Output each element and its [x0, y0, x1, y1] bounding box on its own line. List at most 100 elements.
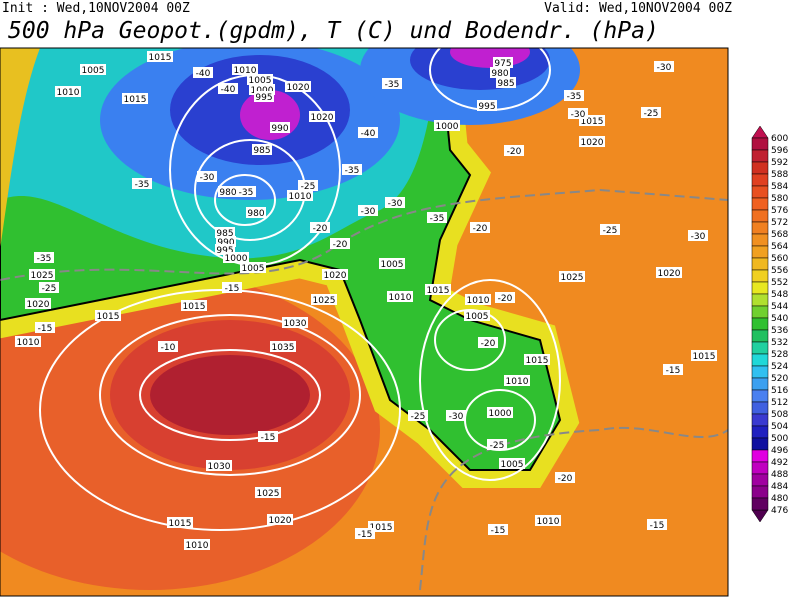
contour-label: 980 — [491, 69, 508, 79]
colorbar-label: 508 — [771, 410, 788, 420]
colorbar-bin — [751, 341, 769, 355]
colorbar-label: 548 — [771, 290, 788, 300]
colorbar-bin — [751, 449, 769, 463]
label-box — [495, 292, 515, 303]
contour-label: -15 — [358, 530, 373, 540]
contour-label: -35 — [239, 188, 254, 198]
contour-label: 1010 — [17, 338, 40, 348]
contour-label: 1010 — [506, 377, 529, 387]
label-box — [641, 107, 661, 118]
label-box — [197, 171, 217, 182]
label-box — [493, 57, 513, 68]
label-box — [654, 61, 674, 72]
colorbar-label: 516 — [771, 386, 788, 396]
label-box — [488, 524, 508, 535]
colorbar-label: 504 — [771, 422, 788, 432]
colorbar-label: 488 — [771, 470, 788, 480]
colorbar-bin — [751, 461, 769, 475]
colorbar-bin — [751, 281, 769, 295]
colorbar-label: 524 — [771, 362, 788, 372]
label-box — [167, 517, 193, 528]
label-box — [425, 284, 451, 295]
label-box — [25, 298, 51, 309]
contour-label: 1000 — [436, 122, 459, 132]
label-box — [55, 86, 81, 97]
contour-label: 975 — [494, 59, 511, 69]
label-box — [385, 197, 405, 208]
colorbar: 600 596 592 588 584 580 576 572 568 564 560 556 552 5… — [751, 125, 788, 523]
label-box — [270, 122, 290, 133]
label-box — [184, 539, 210, 550]
label-box — [39, 282, 59, 293]
colorbar-bin — [751, 185, 769, 199]
label-box — [524, 354, 550, 365]
init-time: Init : Wed,10NOV2004 00Z — [2, 1, 190, 16]
colorbar-bin — [751, 329, 769, 343]
contour-label: -25 — [42, 284, 57, 294]
label-box — [487, 439, 507, 450]
label-box — [368, 521, 394, 532]
colorbar-label: 512 — [771, 398, 788, 408]
label-box — [236, 186, 256, 197]
contour-labels: 1005101010151015101010051000995990985980… — [15, 51, 717, 551]
colorbar-bin — [751, 257, 769, 271]
contour-label: -30 — [200, 173, 215, 183]
contour-label: 1030 — [284, 319, 307, 329]
label-box — [579, 136, 605, 147]
label-box — [132, 178, 152, 189]
contour-label: -35 — [385, 80, 400, 90]
colorbar-bin — [751, 425, 769, 439]
colorbar-label: 528 — [771, 350, 788, 360]
contour-label: -15 — [225, 284, 240, 294]
contour-label: 1035 — [272, 343, 295, 353]
label-box — [564, 90, 584, 101]
contour-label: 1000 — [225, 254, 248, 264]
colorbar-label: 552 — [771, 278, 788, 288]
contour-label: 1010 — [186, 541, 209, 551]
contour-label: -25 — [301, 182, 316, 192]
label-box — [34, 252, 54, 263]
contour-label: 1020 — [324, 271, 347, 281]
label-box — [647, 519, 667, 530]
contour-label: -25 — [644, 109, 659, 119]
contour-label: -40 — [221, 85, 236, 95]
label-box — [408, 410, 428, 421]
label-box — [223, 252, 249, 263]
contour-label: 1010 — [467, 296, 490, 306]
contour-label: -40 — [361, 129, 376, 139]
colorbar-label: 532 — [771, 338, 788, 348]
colorbar-label: 580 — [771, 194, 788, 204]
label-box — [600, 224, 620, 235]
label-box — [29, 269, 55, 280]
label-box — [656, 267, 682, 278]
contour-label: 1005 — [501, 460, 524, 470]
label-box — [342, 164, 362, 175]
map — [0, 47, 729, 597]
contour-label: 1025 — [561, 273, 584, 283]
contour-label: 1005 — [466, 312, 489, 322]
label-box — [287, 190, 313, 201]
colorbar-label: 556 — [771, 266, 788, 276]
label-box — [470, 222, 490, 233]
contour-label: 1025 — [313, 296, 336, 306]
label-box — [477, 100, 497, 111]
colorbar-bin — [751, 161, 769, 175]
contour-label: 1025 — [31, 271, 54, 281]
label-box — [330, 238, 350, 249]
label-box — [255, 487, 281, 498]
label-box — [258, 431, 278, 442]
contour-label: 995 — [478, 102, 495, 112]
label-box — [387, 291, 413, 302]
colorbar-label: 544 — [771, 302, 788, 312]
colorbar-bin — [751, 149, 769, 163]
label-box — [254, 91, 274, 102]
label-box — [216, 236, 236, 247]
colorbar-label: 480 — [771, 494, 788, 504]
label-box — [270, 341, 296, 352]
contour-label: -25 — [411, 412, 426, 422]
label-box — [285, 81, 311, 92]
label-box — [382, 78, 402, 89]
contour-label: 1015 — [124, 95, 147, 105]
contour-label: 1010 — [389, 293, 412, 303]
label-box — [80, 64, 106, 75]
